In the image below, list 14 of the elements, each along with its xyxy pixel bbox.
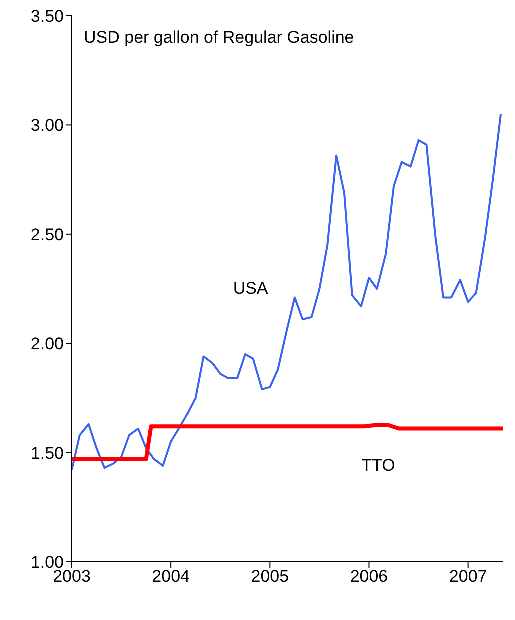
y-tick-label: 3.50: [30, 7, 64, 26]
x-tick-label: 2004: [152, 567, 190, 586]
line-series: [72, 113, 502, 472]
y-tick-label: 1.50: [30, 444, 64, 463]
x-tick-label: 2007: [449, 567, 488, 586]
x-tick-label: 2006: [350, 567, 388, 586]
x-tick-label: 2005: [251, 567, 290, 586]
series-label: TTO: [362, 456, 396, 476]
y-tick-label: 3.00: [30, 116, 64, 136]
series-label: USA: [233, 278, 268, 299]
text: USD per gallon of Regular Gasoline: [84, 28, 354, 48]
x-tick-label: 2003: [53, 567, 91, 586]
y-tick-label: 2.50: [30, 225, 64, 244]
y-tick-label: 2.00: [30, 334, 64, 354]
